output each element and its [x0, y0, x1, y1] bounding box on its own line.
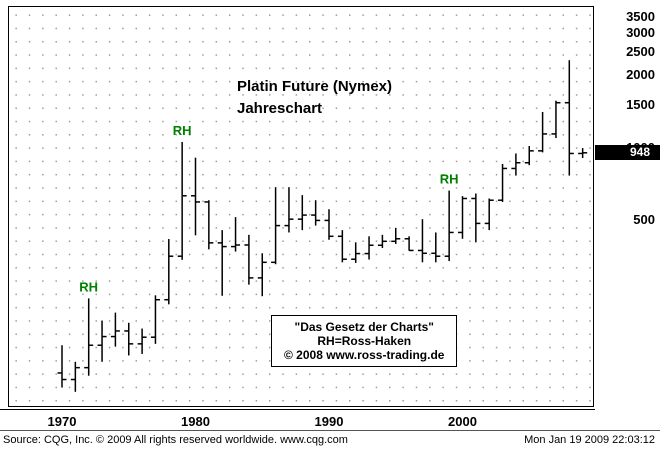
- price-axis-label: 500: [633, 212, 655, 228]
- last-price-badge: 948: [595, 145, 660, 161]
- annotation-line-2: RH=Ross-Haken: [317, 334, 412, 348]
- time-axis-label: 2000: [448, 414, 477, 429]
- time-axis-label: 1990: [314, 414, 344, 429]
- time-axis-label: 1980: [181, 414, 210, 429]
- price-axis-label: 3000: [626, 25, 655, 41]
- annotation-line-3: © 2008 www.ross-trading.de: [284, 348, 445, 362]
- status-bar: Source: CQG, Inc. © 2009 All rights rese…: [0, 430, 660, 449]
- chart-title-timeframe: Jahreschart: [237, 100, 323, 117]
- price-axis-label: 1500: [626, 97, 655, 113]
- price-axis: 350030002500200015001000500: [596, 0, 658, 410]
- time-axis: 1970 1980 1990 2000: [0, 409, 595, 430]
- source-text: Source: CQG, Inc. © 2009 All rights rese…: [3, 434, 348, 446]
- price-axis-label: 2500: [626, 44, 655, 60]
- chart-title-instrument: Platin Future (Nymex): [237, 78, 393, 95]
- annotation-box: "Das Gesetz der Charts" RH=Ross-Haken © …: [271, 315, 458, 367]
- price-axis-label: 2000: [626, 67, 655, 83]
- time-axis-label: 1970: [47, 414, 77, 429]
- timestamp-text: Mon Jan 19 2009 22:03:12: [524, 434, 655, 446]
- chart-title: Platin Future (Nymex) Jahreschart: [237, 76, 392, 120]
- annotation-line-1: "Das Gesetz der Charts": [294, 320, 434, 334]
- price-axis-label: 3500: [626, 8, 655, 24]
